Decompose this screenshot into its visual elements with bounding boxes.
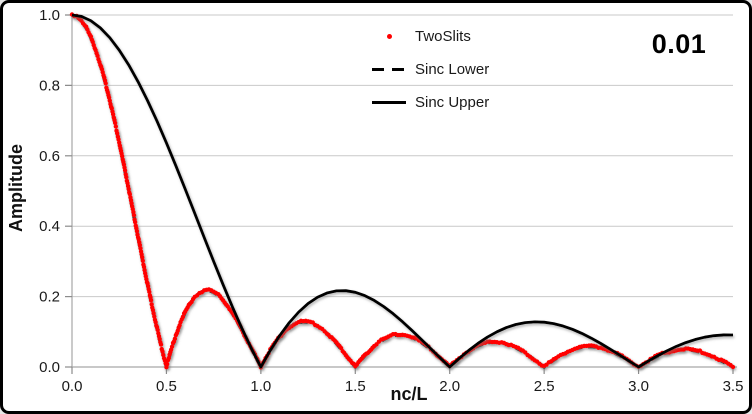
series-twoslits [69, 12, 736, 370]
series-sinc-upper [71, 13, 734, 369]
x-tick-label: 2.5 [534, 378, 555, 395]
x-tick-label: 1.0 [250, 378, 271, 395]
x-tick-label: 1.5 [345, 378, 366, 395]
legend-label: TwoSlits [415, 27, 471, 45]
legend: TwoSlits Sinc Lower Sinc Upper [372, 25, 522, 124]
y-tick-label: 0.4 [39, 218, 60, 235]
red-dot-marker-icon [372, 32, 406, 40]
solid-line-marker-icon [372, 98, 406, 106]
legend-label: Sinc Lower [415, 60, 490, 78]
y-axis-title: Amplitude [6, 144, 26, 232]
x-axis-title: nc/L [390, 384, 428, 404]
plot-area: 0.0 0.2 0.4 0.6 0.8 1.0 0.0 0.5 1.0 1.5 2.0 2.5 3.0 3… [39, 7, 744, 395]
x-tick-label: 0.0 [62, 378, 83, 395]
y-tick-label: 1.0 [39, 7, 60, 24]
legend-label: Sinc Upper [415, 93, 490, 111]
y-tick-label: 0.0 [39, 359, 60, 376]
legend-item-sinc-lower: Sinc Lower [372, 58, 522, 80]
legend-item-sinc-upper: Sinc Upper [372, 91, 522, 113]
y-tick-label: 0.8 [39, 77, 60, 94]
annotation-value: 0.01 [651, 29, 707, 59]
x-tick-label: 2.0 [439, 378, 460, 395]
dashed-line-marker-icon [372, 65, 406, 73]
x-tick-label: 3.5 [723, 378, 744, 395]
y-tick-label: 0.6 [39, 148, 60, 165]
y-tick-label: 0.2 [39, 289, 60, 306]
x-tick-label: 0.5 [156, 378, 177, 395]
x-tick-label: 3.0 [628, 378, 649, 395]
legend-item-twoslits: TwoSlits [372, 25, 522, 47]
